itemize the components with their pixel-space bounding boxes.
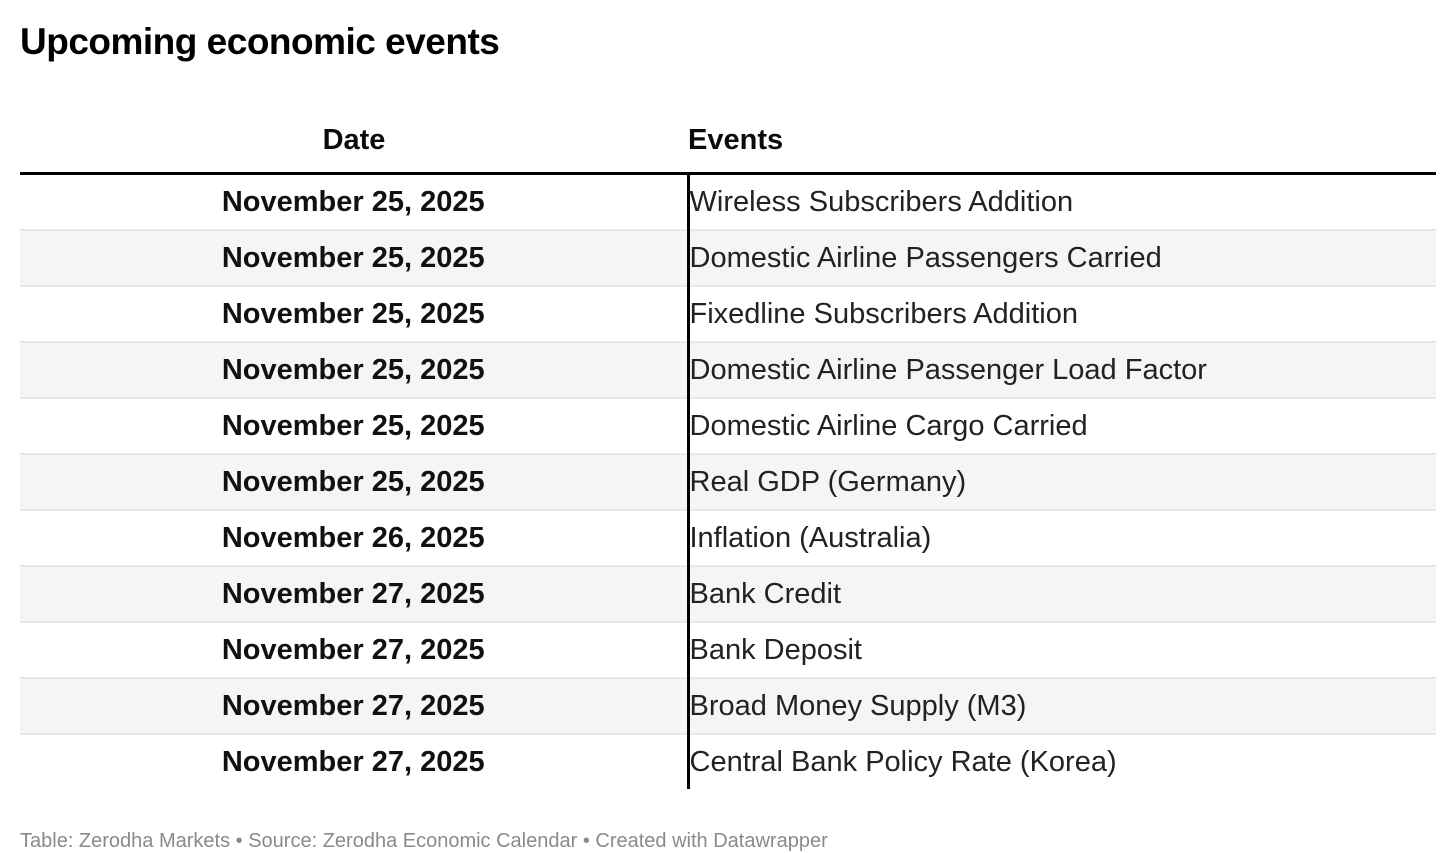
table-row: November 26, 2025 Inflation (Australia) [20,509,1436,566]
event-cell: Wireless Subscribers Addition [686,173,1436,230]
event-cell: Bank Credit [686,565,1436,622]
attribution-line: Table: Zerodha Markets • Source: Zerodha… [20,830,828,852]
date-cell: November 25, 2025 [20,397,688,454]
table-body: November 25, 2025 Wireless Subscribers A… [20,173,1436,789]
event-cell: Bank Deposit [686,621,1436,678]
date-cell: November 25, 2025 [221,186,485,218]
table-row: November 27, 2025 Bank Deposit [20,621,1436,678]
date-cell: November 25, 2025 [20,229,688,286]
event-cell: Fixedline Subscribers Addition [686,285,1436,342]
economic-events-table: Date Events November 25, 2025 Wireless S… [20,123,1436,789]
event-cell: Broad Money Supply (M3) [686,677,1436,734]
table-header: Date Events [20,123,1436,175]
table-row: November 25, 2025 Wireless Subscribers A… [20,173,1436,230]
column-header-events: Events [688,123,1436,175]
date-cell: November 25, 2025 [20,341,688,398]
date-cell: November 25, 2025 [20,285,688,342]
event-cell: Central Bank Policy Rate (Korea) [686,733,1436,789]
table-row: November 27, 2025 Bank Credit [20,565,1436,622]
event-cell: Domestic Airline Passenger Load Factor [686,341,1436,398]
table-row: November 25, 2025 Real GDP (Germany) [20,453,1436,510]
table-row: November 27, 2025 Central Bank Policy Ra… [20,733,1436,789]
table-row: November 25, 2025 Domestic Airline Cargo… [20,397,1436,454]
date-cell: November 27, 2025 [20,677,688,734]
date-cell: November 27, 2025 [20,565,688,622]
table-row: November 25, 2025 Domestic Airline Passe… [20,341,1436,398]
event-cell: Inflation (Australia) [686,509,1436,566]
date-cell: November 26, 2025 [20,509,688,566]
table-row: November 25, 2025 Fixedline Subscribers … [20,285,1436,342]
header-row: Date Events [20,123,1436,175]
date-cell: November 27, 2025 [20,733,688,789]
event-cell: Domestic Airline Cargo Carried [686,397,1436,454]
page-title: Upcoming economic events [20,21,500,62]
event-cell: Real GDP (Germany) [686,453,1436,510]
date-cell: November 27, 2025 [20,621,688,678]
table-row: November 25, 2025 Domestic Airline Passe… [20,229,1436,286]
table-row: November 27, 2025 Broad Money Supply (M3… [20,677,1436,734]
date-cell: November 25, 2025 [20,453,688,510]
event-cell: Domestic Airline Passengers Carried [686,229,1436,286]
column-header-date: Date [20,123,688,175]
